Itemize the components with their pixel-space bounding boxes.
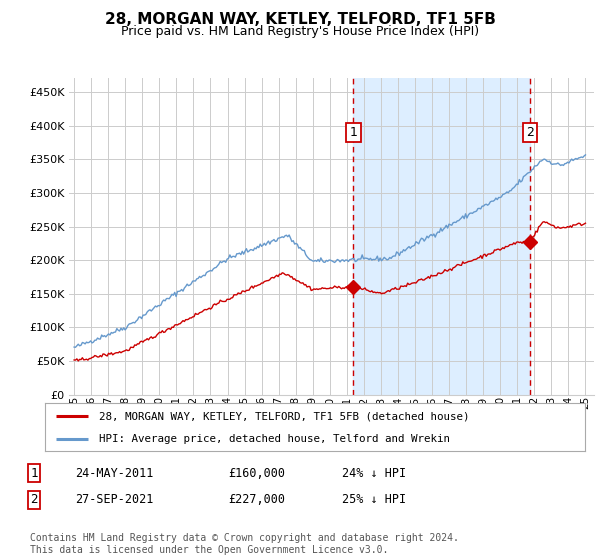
Text: 1: 1 bbox=[31, 466, 38, 480]
Text: 25% ↓ HPI: 25% ↓ HPI bbox=[342, 493, 406, 506]
Text: 2: 2 bbox=[526, 126, 534, 139]
Text: 24% ↓ HPI: 24% ↓ HPI bbox=[342, 466, 406, 480]
Bar bbox=[353, 78, 530, 395]
Text: 2: 2 bbox=[31, 493, 38, 506]
Text: 28, MORGAN WAY, KETLEY, TELFORD, TF1 5FB (detached house): 28, MORGAN WAY, KETLEY, TELFORD, TF1 5FB… bbox=[99, 411, 470, 421]
Text: 28, MORGAN WAY, KETLEY, TELFORD, TF1 5FB: 28, MORGAN WAY, KETLEY, TELFORD, TF1 5FB bbox=[104, 12, 496, 27]
Text: Contains HM Land Registry data © Crown copyright and database right 2024.
This d: Contains HM Land Registry data © Crown c… bbox=[30, 533, 459, 555]
Text: Price paid vs. HM Land Registry's House Price Index (HPI): Price paid vs. HM Land Registry's House … bbox=[121, 25, 479, 38]
Text: £160,000: £160,000 bbox=[228, 466, 285, 480]
Text: 27-SEP-2021: 27-SEP-2021 bbox=[75, 493, 154, 506]
Text: HPI: Average price, detached house, Telford and Wrekin: HPI: Average price, detached house, Telf… bbox=[99, 434, 450, 444]
Text: 24-MAY-2011: 24-MAY-2011 bbox=[75, 466, 154, 480]
Text: 1: 1 bbox=[350, 126, 358, 139]
Text: £227,000: £227,000 bbox=[228, 493, 285, 506]
